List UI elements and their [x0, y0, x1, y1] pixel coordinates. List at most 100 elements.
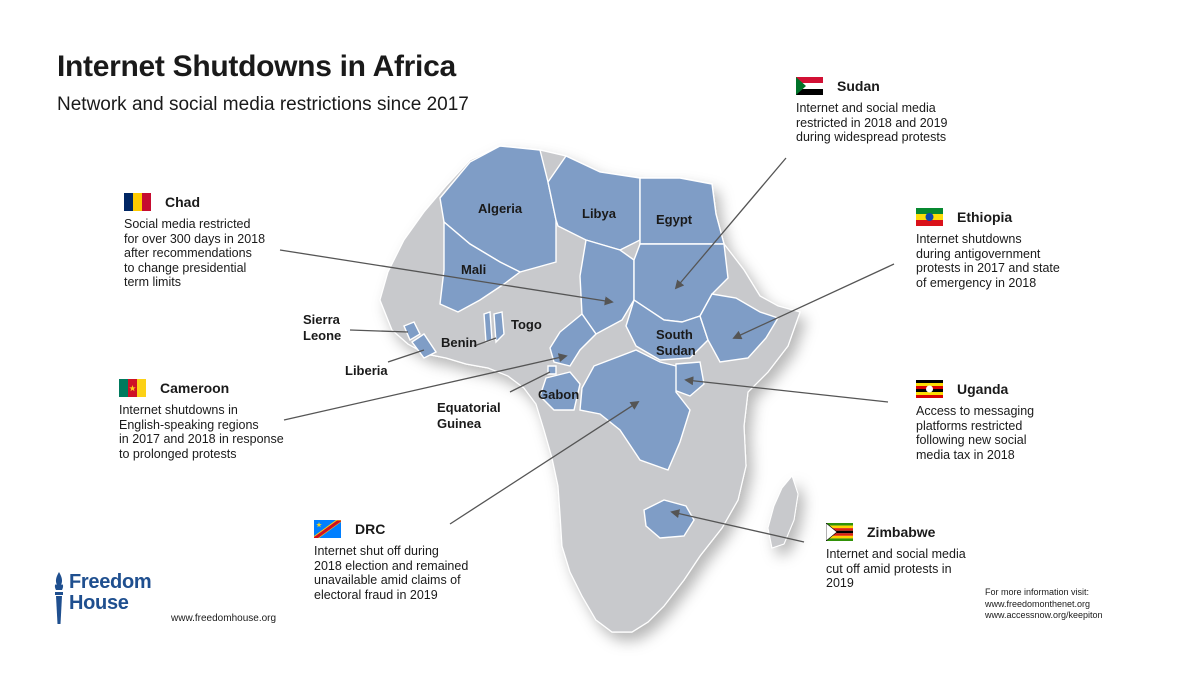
benin [493, 311, 505, 344]
callout-drc-line: 2018 election and remained [314, 558, 469, 573]
uganda-flag-icon [916, 380, 943, 398]
more-info: For more information visit: www.freedomo… [985, 587, 1103, 622]
label-togo: Togo [511, 317, 542, 332]
logo-wordmark: Freedom House [69, 571, 152, 614]
callout-uganda-line: media tax in 2018 [916, 447, 1015, 462]
callout-ethiopia-desc: Internet shutdowns during antigovernment… [916, 232, 1060, 290]
callout-ethiopia-line: Internet shutdowns [916, 232, 1022, 246]
callout-ethiopia: Ethiopia Internet shutdowns during antig… [916, 207, 1060, 290]
callout-zimbabwe: Zimbabwe Internet and social media cut o… [826, 522, 966, 591]
callout-drc-name: DRC [355, 521, 386, 537]
callout-cameroon: Cameroon Internet shutdowns in English-s… [119, 378, 284, 461]
arrow-sudan [674, 157, 787, 290]
callout-ethiopia-line: protests in 2017 and state [916, 261, 1060, 275]
cameroon-flag-icon [119, 379, 146, 397]
drc-flag-icon [314, 520, 341, 538]
arrow-ethiopia [732, 263, 895, 340]
egypt [639, 177, 725, 245]
cameroon [549, 312, 597, 367]
callout-chad-line: term limits [124, 275, 181, 289]
label-south-sudan-line2: Sudan [656, 343, 696, 358]
callout-zimbabwe-desc: Internet and social media cut off amid p… [826, 547, 966, 591]
label-sierra-leone-line2: Leone [303, 328, 342, 343]
callout-drc-desc: Internet shut off during 2018 election a… [314, 544, 468, 602]
callout-sudan-desc: Internet and social media restricted in … [796, 101, 948, 145]
callout-cameroon-line: English-speaking regions [119, 417, 259, 432]
mali [439, 220, 522, 313]
label-algeria: Algeria [478, 201, 523, 216]
page-subtitle: Network and social media restrictions si… [57, 94, 469, 115]
callout-chad-line: Social media restricted [124, 217, 251, 231]
logo-word: Freedom [69, 571, 152, 593]
madagascar [767, 474, 799, 549]
south-sudan [625, 298, 709, 361]
callout-uganda: Uganda Access to messaging platforms res… [916, 379, 1034, 462]
callout-chad-line: after recommendations [124, 246, 252, 260]
callout-chad: Chad Social media restricted for over 30… [124, 192, 265, 290]
togo [483, 311, 493, 343]
label-south-sudan-line1: South [656, 327, 693, 342]
zimbabwe-flag-icon [826, 523, 853, 541]
callout-chad-name: Chad [165, 194, 200, 210]
freedom-house-logo: Freedom House [53, 571, 152, 624]
callout-uganda-line: platforms restricted [916, 418, 1023, 433]
leader-equatorial-guinea [509, 371, 551, 393]
callout-zimbabwe-line: cut off amid protests in [826, 561, 952, 576]
label-mali: Mali [461, 262, 487, 277]
label-equatorial-guinea-line2: Guinea [437, 416, 482, 431]
callout-sudan-name: Sudan [837, 78, 880, 94]
leader-benin [473, 337, 497, 347]
callout-uganda-desc: Access to messaging platforms restricted… [916, 404, 1034, 462]
callout-cameroon-name: Cameroon [160, 380, 230, 396]
callout-ethiopia-name: Ethiopia [957, 209, 1013, 225]
zimbabwe [643, 499, 695, 539]
arrow-uganda [684, 376, 889, 403]
sierra-leone [403, 321, 421, 342]
label-equatorial-guinea-line1: Equatorial [437, 400, 501, 415]
chad [579, 239, 635, 335]
arrow-chad [279, 249, 614, 306]
callout-zimbabwe-line: 2019 [826, 576, 854, 590]
callout-uganda-line: following new social [916, 433, 1027, 447]
logo-word: House [69, 592, 129, 614]
drc [579, 349, 691, 471]
chad-flag-icon [124, 193, 151, 211]
arrow-drc [449, 401, 640, 525]
arrow-zimbabwe [670, 509, 805, 543]
callout-arrows [279, 157, 895, 543]
callout-chad-line: for over 300 days in 2018 [124, 231, 266, 246]
callout-cameroon-desc: Internet shutdowns in English-speaking r… [119, 403, 284, 461]
website-link[interactable]: www.freedomhouse.org [171, 613, 277, 624]
callout-drc-line: Internet shut off during [314, 544, 439, 558]
gabon [539, 371, 581, 411]
label-benin: Benin [441, 335, 478, 350]
label-south-sudan: South Sudan [656, 327, 696, 359]
more-info-heading: For more information visit: [985, 587, 1090, 597]
libya [547, 155, 641, 251]
arrow-cameroon [283, 353, 568, 421]
label-liberia: Liberia [345, 363, 388, 378]
callout-chad-desc: Social media restricted for over 300 day… [124, 217, 265, 290]
torch-icon [54, 572, 64, 624]
more-info-link[interactable]: www.freedomonthenet.org [985, 598, 1091, 609]
label-libya: Libya [582, 206, 616, 221]
callout-drc: DRC Internet shut off during 2018 electi… [314, 519, 468, 602]
callout-uganda-line: Access to messaging [916, 404, 1035, 418]
callout-sudan-line: Internet and social media [796, 101, 936, 115]
callout-sudan-line: during widespread protests [796, 130, 947, 144]
label-gabon: Gabon [538, 387, 580, 402]
ethiopia-flag-icon [916, 208, 943, 226]
callout-uganda-name: Uganda [957, 381, 1009, 397]
leader-liberia [387, 349, 425, 363]
callout-drc-line: unavailable amid claims of [314, 573, 461, 587]
callout-zimbabwe-line: Internet and social media [826, 547, 966, 561]
sudan-flag-icon [796, 77, 823, 95]
label-egypt: Egypt [656, 212, 693, 227]
more-info-link[interactable]: www.accessnow.org/keepiton [985, 610, 1103, 620]
callout-sudan-line: restricted in 2018 and 2019 [796, 115, 948, 130]
callout-cameroon-line: Internet shutdowns in [119, 403, 238, 417]
label-sierra-leone-line1: Sierra [303, 312, 340, 327]
leader-sierra-leone [349, 329, 409, 333]
callout-ethiopia-line: during antigovernment [916, 246, 1041, 261]
